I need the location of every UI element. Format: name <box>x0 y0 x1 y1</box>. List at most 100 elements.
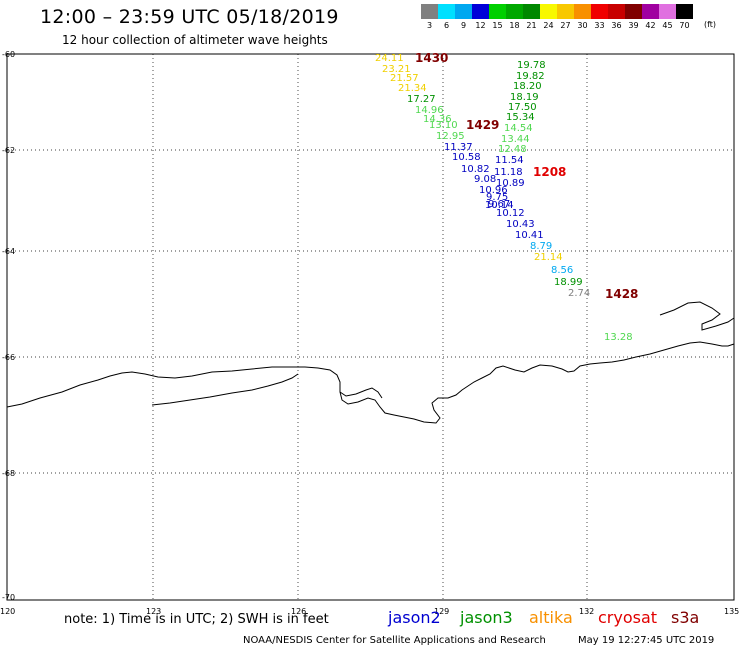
mission-name: altika <box>529 608 573 627</box>
legend-swatch: 33 <box>591 4 608 30</box>
color-legend: 3 6 9 12 15 18 21 24 27 30 33 36 39 42 45 70 <box>421 4 693 30</box>
wave-height-label: 10.14 <box>485 200 514 211</box>
map-frame <box>6 53 735 601</box>
wave-height-label: 17.27 <box>407 94 436 105</box>
legend-unit: (ft) <box>704 20 717 29</box>
mission-name: s3a <box>671 608 700 627</box>
coastline-bay <box>151 373 299 406</box>
wave-height-label: 17.50 <box>508 102 537 113</box>
pass-labels: 1430 1429 1208 1428 <box>415 51 638 301</box>
legend-bin-label: 3 <box>426 21 433 30</box>
legend-swatch: 27 <box>557 4 574 30</box>
wave-height-label: 11.18 <box>494 167 523 178</box>
legend-color-box <box>625 4 642 19</box>
legend-color-box <box>472 4 489 19</box>
coastline-inlet <box>339 387 383 399</box>
wave-height-label: 18.99 <box>554 277 583 288</box>
legend-bin-label: 9 <box>460 21 467 30</box>
legend-bin-label: 27 <box>560 21 571 30</box>
legend-color-box <box>506 4 523 19</box>
footer-note: note: 1) Time is in UTC; 2) SWH is in fe… <box>64 612 329 627</box>
legend-swatch: 21 <box>523 4 540 30</box>
wave-height-label: 19.82 <box>516 71 545 82</box>
legend-swatch: 12 <box>472 4 489 30</box>
latitude-label: -62 <box>2 146 15 155</box>
wave-height-label: 8.79 <box>530 241 552 252</box>
wave-height-label: 12.48 <box>498 144 527 155</box>
latitude-label: -64 <box>2 247 15 256</box>
wave-height-label: 12.95 <box>436 131 465 142</box>
legend-color-box <box>608 4 625 19</box>
legend-swatch: 3 <box>421 4 438 30</box>
wave-height-label: 18.19 <box>510 92 539 103</box>
wave-height-label: 11.37 <box>444 142 473 153</box>
legend-swatch: 42 <box>642 4 659 30</box>
map-title: 12:00 – 23:59 UTC 05/18/2019 <box>40 6 339 28</box>
legend-color-box <box>455 4 472 19</box>
generated-timestamp: May 19 12:27:45 UTC 2019 <box>578 635 715 646</box>
wave-height-label: 10.82 <box>461 164 490 175</box>
legend-swatch: 70 <box>676 4 693 30</box>
wave-height-label: 10.12 <box>496 208 525 219</box>
longitude-label: 132 <box>579 607 594 616</box>
legend-bin-label: 45 <box>662 21 673 30</box>
legend-color-box <box>642 4 659 19</box>
wave-height-label: 10.58 <box>452 152 481 163</box>
legend-swatch: 6 <box>438 4 455 30</box>
wave-height-label: 10.41 <box>515 230 544 241</box>
wave-height-label: 15.34 <box>506 112 535 123</box>
legend-bin-label: 15 <box>492 21 503 30</box>
wave-height-label: 19.78 <box>517 60 546 71</box>
wave-height-label: 11.54 <box>495 155 524 166</box>
pass-time-label: 1428 <box>605 287 638 301</box>
wave-height-label: 8.56 <box>551 265 573 276</box>
legend-bin-label: 70 <box>679 21 690 30</box>
legend-bin-label: 24 <box>543 21 554 30</box>
mission-name: cryosat <box>598 608 658 627</box>
wave-height-label: 10.43 <box>506 219 535 230</box>
observation-labels: 24.1123.2121.5721.3417.2714.9614.3613.10… <box>375 53 633 343</box>
pass-time-label: 1208 <box>533 165 566 179</box>
coastline-ice-shelf <box>659 301 735 331</box>
legend-bin-label: 33 <box>594 21 605 30</box>
legend-bin-label: 30 <box>577 21 588 30</box>
wave-height-label: 13.10 <box>429 120 458 131</box>
longitude-label: 135 <box>724 607 739 616</box>
legend-bin-label: 12 <box>475 21 486 30</box>
wave-height-label: 13.28 <box>604 332 633 343</box>
legend-bin-label: 36 <box>611 21 622 30</box>
wave-height-label: 21.14 <box>534 252 563 263</box>
legend-color-box <box>557 4 574 19</box>
wave-height-label: 23.21 <box>382 64 411 75</box>
latitude-labels: -60 -62 -64 -66 -68 -70 <box>2 50 15 602</box>
longitude-labels: 120 123 126 129 132 135 <box>0 607 739 616</box>
mission-name: jason3 <box>460 608 513 627</box>
legend-bin-label: 42 <box>645 21 656 30</box>
legend-color-box <box>421 4 438 19</box>
legend-color-box <box>591 4 608 19</box>
legend-swatch: 18 <box>506 4 523 30</box>
latitude-label: -60 <box>2 50 15 59</box>
wave-height-label: 9.75 <box>486 192 508 203</box>
longitude-label: 120 <box>0 607 15 616</box>
legend-swatch: 9 <box>455 4 472 30</box>
legend-color-box <box>676 4 693 19</box>
wave-height-label: 2.74 <box>568 288 590 299</box>
mission-name: jason2 <box>388 608 441 627</box>
latitude-label: -68 <box>2 469 15 478</box>
latitude-label: -70 <box>2 593 15 602</box>
longitude-label: 129 <box>434 607 449 616</box>
legend-color-box <box>523 4 540 19</box>
legend-swatch: 45 <box>659 4 676 30</box>
graticule <box>7 54 734 600</box>
wave-height-label: 9.67 <box>488 199 510 210</box>
legend-swatch: 39 <box>625 4 642 30</box>
legend-color-box <box>540 4 557 19</box>
credit-line: NOAA/NESDIS Center for Satellite Applica… <box>243 635 546 646</box>
legend-swatch: 24 <box>540 4 557 30</box>
legend-bin-label: 21 <box>526 21 537 30</box>
wave-height-label: 18.20 <box>513 81 542 92</box>
legend-bin-label: 6 <box>443 21 450 30</box>
pass-time-label: 1430 <box>415 51 448 65</box>
legend-swatch: 30 <box>574 4 591 30</box>
